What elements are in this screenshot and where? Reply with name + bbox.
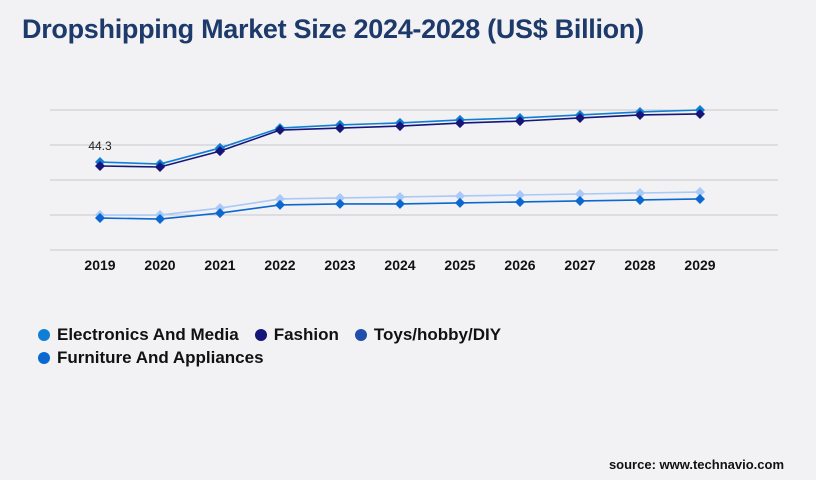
source-label: source: www.technavio.com xyxy=(608,457,784,472)
data-point xyxy=(95,161,105,171)
data-point xyxy=(335,198,345,209)
data-point xyxy=(275,193,285,204)
data-point xyxy=(155,161,165,172)
data-point xyxy=(215,208,225,219)
data-point xyxy=(95,213,105,224)
data-point xyxy=(155,214,165,225)
x-tick-label: 2027 xyxy=(564,257,595,273)
data-point xyxy=(275,199,285,210)
legend-marker-icon xyxy=(254,328,267,341)
legend-item: Fashion xyxy=(254,323,339,346)
legend-label: Fashion xyxy=(273,324,339,344)
x-tick-label: 2029 xyxy=(684,257,715,273)
data-point xyxy=(695,193,705,204)
data-label: 44.3 xyxy=(88,139,112,153)
legend-item: Furniture And Appliances xyxy=(38,346,264,369)
legend-item: Toys/hobby/DIY xyxy=(354,323,502,346)
data-point xyxy=(515,189,525,200)
x-tick-label: 2023 xyxy=(324,257,355,273)
legend-marker-icon xyxy=(354,328,367,341)
data-point xyxy=(395,191,405,202)
chart-title: Dropshipping Market Size 2024-2028 (US$ … xyxy=(22,14,644,44)
data-point xyxy=(695,108,705,119)
data-point xyxy=(635,194,645,205)
x-tick-label: 2022 xyxy=(264,257,295,273)
legend-marker-icon xyxy=(38,328,50,341)
data-point xyxy=(695,187,705,198)
legend-label: Electronics And Media xyxy=(57,324,239,344)
data-point xyxy=(335,123,345,134)
x-tick-label: 2025 xyxy=(444,257,475,273)
data-point xyxy=(395,198,405,209)
data-point xyxy=(275,125,285,136)
legend: Electronics And Media Fashion Toys/hobby/D… xyxy=(38,323,558,369)
data-point xyxy=(455,118,465,129)
data-point xyxy=(515,116,525,127)
data-point xyxy=(455,197,465,208)
legend-label: Toys/hobby/DIY xyxy=(373,324,502,344)
x-tick-label: 2028 xyxy=(624,257,655,273)
x-tick-label: 2020 xyxy=(144,257,175,273)
data-point xyxy=(395,121,405,132)
legend-label: Furniture And Appliances xyxy=(57,347,264,367)
x-tick-label: 2021 xyxy=(204,257,235,273)
data-point xyxy=(455,190,465,201)
data-point xyxy=(335,192,345,203)
line-chart: 2019 2020 2021 2022 2023 2024 2025 2026 2027 2028… xyxy=(50,105,778,273)
x-tick-label: 2024 xyxy=(384,257,415,273)
data-point xyxy=(635,188,645,199)
legend-marker-icon xyxy=(38,351,50,364)
data-point xyxy=(515,196,525,207)
x-tick-label: 2019 xyxy=(84,257,115,273)
data-point xyxy=(575,195,585,206)
data-point xyxy=(575,189,585,199)
x-tick-label: 2026 xyxy=(504,257,535,273)
data-point xyxy=(635,109,645,120)
data-point xyxy=(215,146,225,157)
legend-item: Electronics And Media xyxy=(38,323,239,346)
data-point xyxy=(575,112,585,123)
